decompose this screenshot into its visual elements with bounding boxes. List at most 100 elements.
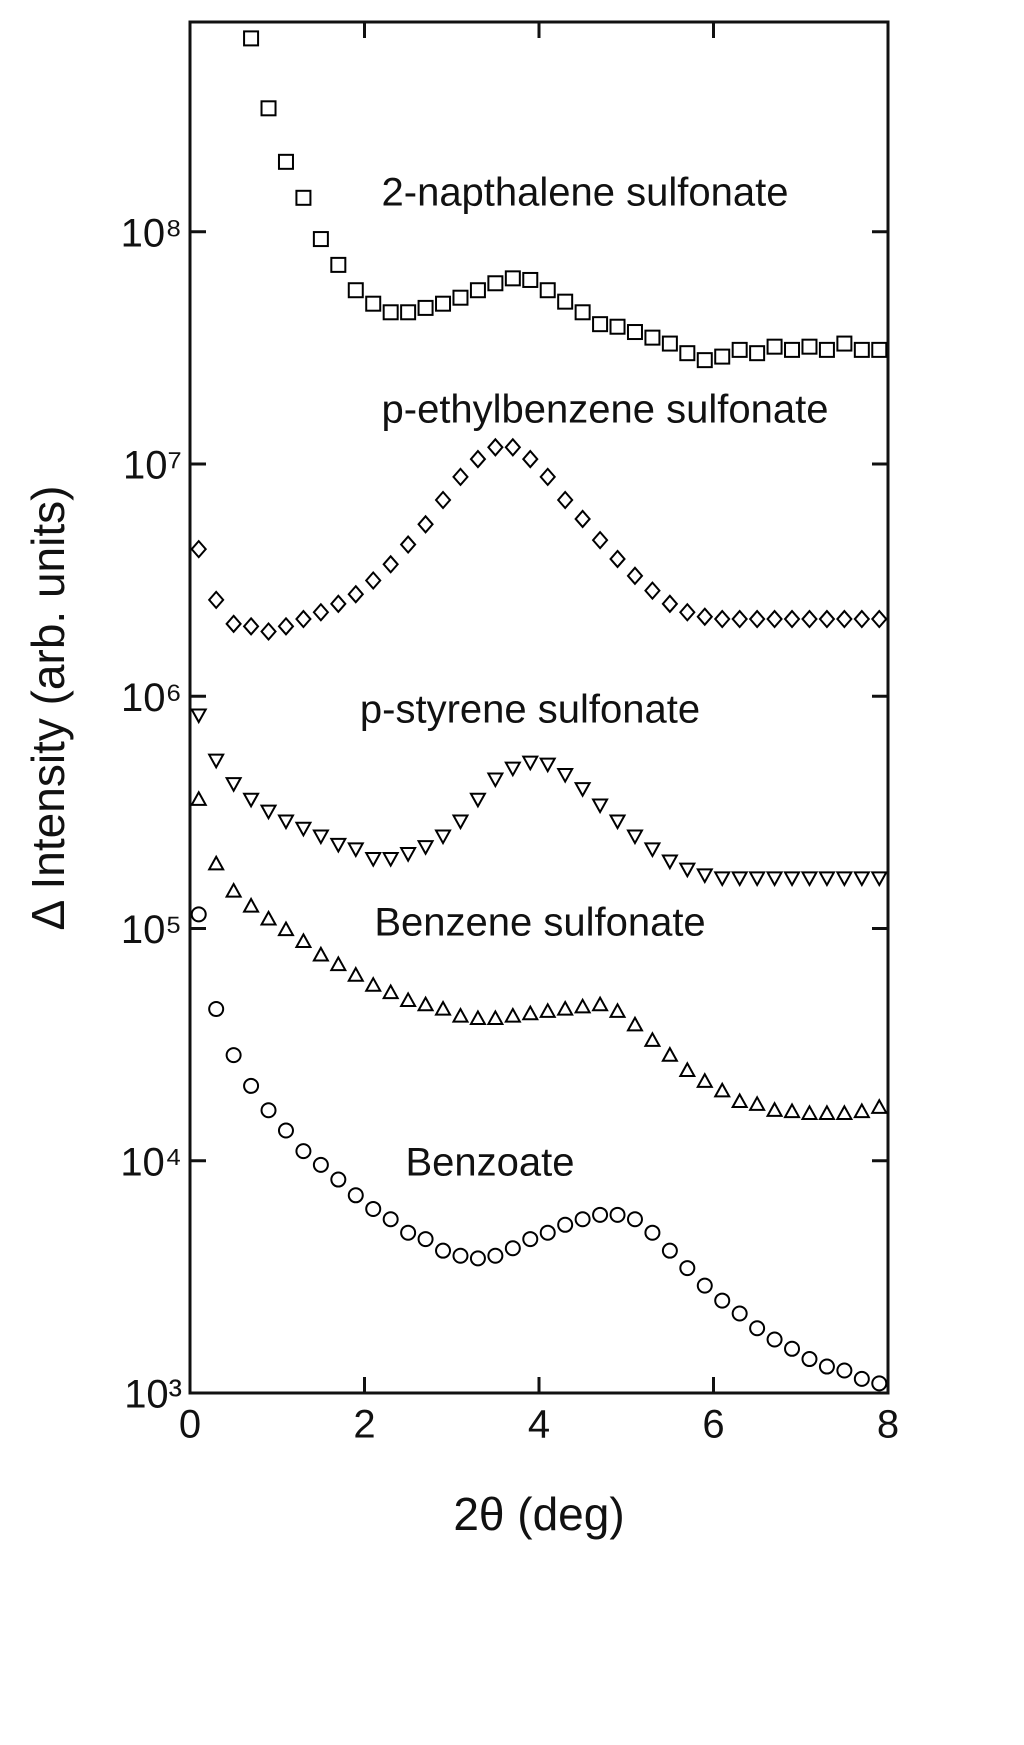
data-point [225,614,242,634]
data-point [766,609,783,629]
data-point [748,1095,766,1111]
data-point [259,909,278,926]
data-point [644,581,661,601]
data-point [661,1242,678,1259]
data-point [452,289,469,306]
data-point [713,609,731,629]
data-point [591,995,609,1012]
data-point [871,1375,888,1392]
data-point [748,871,766,888]
data-point [416,840,435,856]
data-point [609,318,626,335]
data-point [871,341,888,358]
series-label: p-styrene sulfonate [360,688,700,732]
data-point [661,335,678,352]
data-point [312,829,330,846]
y-tick-label: 10⁶ [121,676,182,720]
data-point [381,983,400,1000]
data-point [696,1277,713,1294]
data-point [749,345,766,362]
data-point [277,920,295,937]
x-tick-label: 2 [353,1403,375,1447]
data-point [451,814,470,831]
data-point [696,607,714,627]
data-point [435,295,452,312]
data-point [521,755,539,772]
data-point [242,616,260,636]
data-point [295,1143,312,1160]
data-point [556,767,574,784]
data-point [818,871,836,888]
data-point [295,189,312,206]
data-point [364,570,382,591]
data-point [818,341,835,358]
data-point [522,1231,539,1248]
data-point [330,1171,347,1188]
data-point [731,609,749,629]
data-point [382,1211,399,1228]
data-point [556,999,574,1016]
data-point [609,549,626,569]
data-point [836,609,853,629]
data-point [329,837,348,854]
data-point [870,1098,888,1114]
data-point [451,1006,470,1023]
data-point [557,1216,574,1233]
data-point [347,966,365,982]
data-point [731,1305,748,1322]
data-point [766,1331,783,1348]
data-point [469,1009,487,1026]
data-point [765,871,784,888]
data-point [713,1081,731,1098]
data-point [592,1206,609,1223]
data-point [835,1104,854,1120]
data-point [644,329,661,346]
data-point [818,1104,836,1120]
data-point [766,338,783,355]
data-point [504,1006,522,1023]
data-point [330,256,347,273]
data-point [365,1200,382,1217]
data-point [539,1002,557,1018]
data-point [208,1001,225,1018]
data-point [399,535,417,555]
data-point [416,995,435,1012]
data-point [347,282,364,299]
data-point [626,1211,643,1228]
data-point [800,1104,819,1120]
data-point [696,352,713,369]
x-tick-label: 8 [877,1403,899,1447]
data-point [243,30,260,47]
data-point [207,753,225,770]
data-point [609,1206,626,1223]
data-point [294,821,313,838]
data-point [347,584,365,604]
data-point [277,814,295,831]
data-point [626,1015,644,1032]
y-tick-label: 10³ [124,1373,182,1417]
data-point [574,509,591,529]
data-point [765,1101,784,1117]
data-point [678,1061,697,1077]
data-point [382,554,400,574]
data-point [836,1362,853,1379]
data-point [801,1351,818,1368]
data-point [190,708,208,725]
data-point [295,609,312,629]
data-point [696,1072,714,1088]
y-tick-label: 10⁴ [120,1140,182,1184]
data-point [242,896,260,913]
data-point [190,790,208,806]
data-point [539,757,557,774]
data-point [260,100,277,117]
data-point [783,871,801,888]
data-point [487,1247,504,1264]
data-point [818,609,836,629]
data-point [294,932,313,948]
data-point [417,514,434,534]
data-point [556,490,574,510]
data-point [783,609,801,629]
data-point [486,772,505,789]
data-point [574,1211,591,1228]
data-point [853,609,871,629]
